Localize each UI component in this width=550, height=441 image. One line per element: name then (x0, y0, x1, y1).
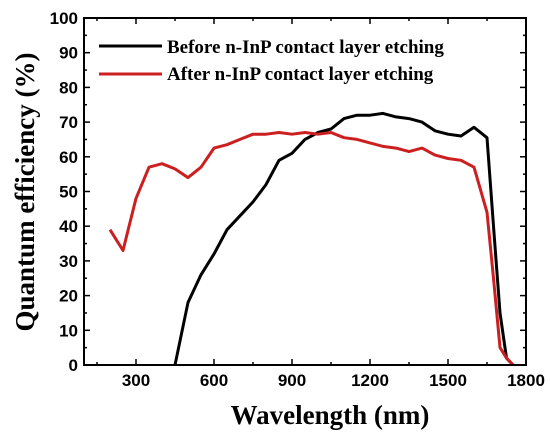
series-layer (108, 111, 515, 367)
x-tick-label-4: 1500 (429, 371, 467, 390)
x-axis-title: Wavelength (nm) (231, 400, 430, 430)
y-tick-label-10: 100 (50, 9, 78, 28)
y-tick-label-9: 90 (59, 44, 78, 63)
plot-area (83, 17, 527, 367)
legend-label-after: After n-InP contact layer etching (167, 64, 434, 85)
x-tick-label-0: 300 (122, 371, 150, 390)
y-tick-label-7: 70 (59, 113, 78, 132)
y-tick-label-1: 10 (59, 321, 78, 340)
y-axis-title: Quantum efficiency (%) (10, 53, 40, 332)
x-tick-label-5: 1800 (507, 371, 545, 390)
legend-label-before: Before n-InP contact layer etching (167, 37, 444, 58)
x-tick-label-1: 600 (200, 371, 228, 390)
series-line-1 (108, 131, 515, 367)
y-tick-label-5: 50 (59, 183, 78, 202)
y-tick-label-8: 80 (59, 78, 78, 97)
tick-labels-layer: 300 600 900 1200 1500 1800 0 10 20 30 40 50 60 70 80 90… (50, 9, 545, 390)
legend: Before n-InP contact layer etching After… (99, 37, 444, 85)
x-tick-label-3: 1200 (351, 371, 389, 390)
y-tick-label-0: 0 (69, 356, 78, 375)
y-tick-label-4: 40 (59, 217, 78, 236)
y-tick-label-6: 60 (59, 148, 78, 167)
series-line-0 (173, 111, 515, 367)
ticks-layer (84, 17, 527, 366)
y-tick-label-2: 20 (59, 287, 78, 306)
y-tick-label-3: 30 (59, 252, 78, 271)
x-tick-label-2: 900 (278, 371, 306, 390)
